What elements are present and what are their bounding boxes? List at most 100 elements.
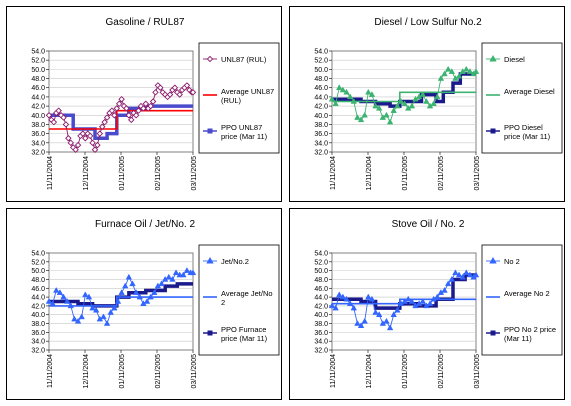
x-tick-label: 01/11/2005: [119, 354, 126, 389]
y-tick-label: 46.0: [31, 85, 45, 92]
legend-average-label: Average Diesel: [504, 87, 555, 96]
series-market-point: [78, 313, 85, 320]
series-market-point: [361, 317, 368, 324]
legend-ppo-label: PPO Furnace price (Mar 11): [221, 325, 268, 343]
y-tick-label: 44.0: [314, 94, 328, 101]
series-market-point: [394, 306, 401, 313]
series-market-point: [390, 107, 397, 113]
y-tick-label: 36.0: [314, 131, 328, 138]
chart-title: Diesel / Low Sulfur No.2: [374, 17, 482, 28]
series-market-point: [86, 132, 94, 140]
series-market-point: [142, 100, 150, 108]
y-tick-label: 34.0: [31, 339, 45, 346]
chart-svg-diesel: Diesel / Low Sulfur No.2 54.0 52.0 50.0 48.0…: [314, 17, 563, 191]
series-market-point: [122, 282, 129, 289]
x-tick-label: 02/11/2005: [438, 156, 445, 191]
series-market-point: [372, 309, 379, 315]
series-market-point: [147, 293, 154, 300]
y-tick-label: 34.0: [314, 140, 328, 147]
series-market-point: [135, 107, 142, 114]
series-market-point: [336, 84, 343, 90]
y-tick-label: 40.0: [31, 113, 45, 120]
series-market-point: [123, 105, 130, 112]
series-market-point: [336, 291, 343, 298]
series-market-point: [372, 102, 379, 109]
series-ppo-line: [49, 282, 193, 308]
series-market-point: [74, 317, 82, 324]
legend-ppo-label: PPO UNL87 price (Mar 11): [221, 123, 268, 141]
series-market-point: [136, 293, 143, 300]
x-tick-label: 02/11/2005: [155, 156, 162, 191]
legend-ppo-marker: [490, 330, 496, 336]
series-market-point: [108, 107, 116, 114]
legend-average-label: Average No 2: [504, 289, 550, 298]
series-market-point: [383, 111, 390, 118]
y-tick-label: 52.0: [31, 58, 45, 65]
legend-ppo-marker: [207, 128, 213, 134]
x-tick-label: 12/11/2004: [366, 354, 373, 389]
x-tick-label: 03/11/2005: [474, 156, 481, 191]
series-market-point: [441, 286, 448, 293]
x-tick-label: 12/11/2004: [366, 156, 373, 191]
series-market-point: [166, 91, 174, 98]
series-market-point: [408, 297, 416, 304]
series-market-point: [455, 72, 463, 79]
series-market-point: [72, 146, 79, 153]
y-tick-label: 44.0: [314, 295, 328, 302]
series-market-point: [365, 88, 372, 95]
series-market-point: [452, 269, 459, 276]
legend-ppo-label: PPO Diesel price (Mar 11): [504, 123, 551, 141]
y-tick-label: 42.0: [31, 104, 45, 111]
chart-title: Furnace Oil / Jet/No. 2: [95, 219, 195, 230]
series-market-point: [67, 139, 75, 147]
series-market-point: [94, 141, 101, 149]
series-market-point: [401, 100, 408, 107]
series-market-point: [118, 289, 125, 295]
x-tick-label: 12/11/2004: [83, 156, 90, 191]
series-market-point: [125, 112, 133, 119]
series-market-point: [129, 280, 136, 287]
y-tick-label: 54.0: [314, 251, 328, 258]
chart-svg-furnace-oil: Furnace Oil / Jet/No. 2 54.052.0 50.0 48.0 4…: [31, 219, 280, 389]
series-market-point: [430, 100, 437, 107]
series-market-point: [405, 295, 412, 302]
y-tick-label: 48.0: [314, 277, 328, 284]
x-tick-label: 11/11/2004: [330, 354, 337, 388]
x-tick-label: 11/11/2004: [330, 156, 337, 190]
series-market-point: [354, 320, 361, 326]
x-tick-label: 01/11/2005: [402, 354, 409, 389]
legend-market-label: No 2: [504, 257, 520, 266]
legend-market-label: Jet/No.2: [221, 257, 249, 266]
y-tick-label: 34.0: [31, 140, 45, 147]
series-market-point: [472, 271, 480, 278]
y-tick-label: 40.0: [31, 312, 45, 319]
y-tick-label: 32.0: [31, 150, 45, 157]
series-market-point: [339, 86, 347, 93]
chart-panel-gasoline: Gasoline / RUL87 54.0 52.0 50.0 48.0 46.0 44.0…: [6, 6, 282, 202]
series-market-point: [189, 269, 197, 276]
y-tick-label: 48.0: [314, 76, 328, 83]
chart-panel-stove-oil: Stove Oil / No. 2 54.0 52.0 50.0 48.0 46.0 44.…: [289, 208, 565, 400]
series-market-point: [434, 93, 441, 100]
series-market-point: [328, 302, 336, 309]
series-market-point: [89, 304, 96, 311]
series-market-point: [343, 295, 350, 302]
series-market-point: [394, 102, 401, 109]
y-tick-label: 46.0: [31, 286, 45, 293]
y-tick-label: 50.0: [314, 67, 328, 74]
series-market-point: [466, 68, 474, 74]
series-market-point: [472, 68, 480, 74]
series-market-point: [441, 70, 448, 77]
series-market-point: [357, 322, 365, 328]
series-market-point: [103, 114, 111, 121]
series-market-point: [448, 275, 456, 282]
series-market-point: [115, 100, 123, 108]
legend-box: [198, 42, 280, 154]
chart-svg-gasoline: Gasoline / RUL87 54.0 52.0 50.0 48.0 46.0 44.0…: [31, 17, 280, 191]
series-market-point: [140, 105, 147, 112]
series-market-point: [328, 95, 336, 102]
series-average-line: [49, 109, 193, 130]
y-tick-label: 40.0: [314, 312, 328, 319]
legend-market-marker: [206, 256, 214, 264]
series-market-point: [176, 91, 183, 98]
